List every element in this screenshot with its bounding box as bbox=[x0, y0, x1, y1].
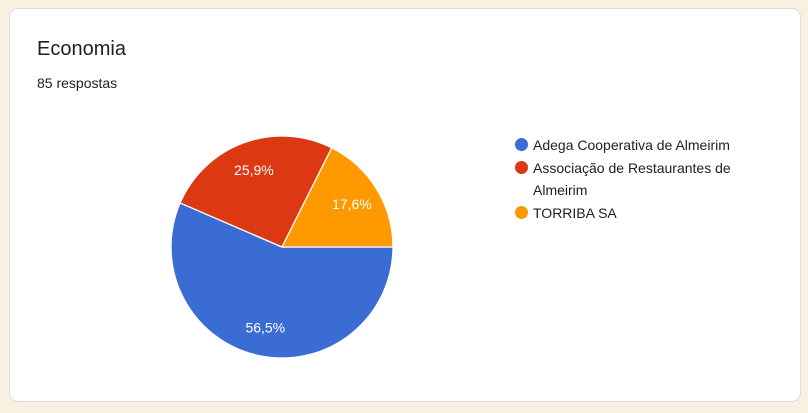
chart-legend: Adega Cooperativa de Almeirim Associação … bbox=[515, 134, 783, 224]
question-title: Economia bbox=[37, 38, 126, 60]
legend-item-label: Adega Cooperativa de Almeirim bbox=[533, 137, 730, 153]
pie-percent-label: 17,6% bbox=[332, 196, 372, 212]
response-summary-card: Economia 85 respostas 56,5% 25,9% 17,6% Ad… bbox=[9, 8, 801, 402]
legend-item: TORRIBA SA bbox=[515, 202, 783, 224]
pie-chart: 56,5% 25,9% 17,6% bbox=[170, 135, 394, 359]
legend-item-label: TORRIBA SA bbox=[533, 205, 617, 221]
response-count: 85 respostas bbox=[37, 75, 118, 91]
pie-percent-label: 25,9% bbox=[234, 162, 274, 178]
legend-dot-icon bbox=[515, 206, 528, 219]
legend-item: Associação de Restaurantes de Almeirim bbox=[515, 157, 783, 201]
legend-dot-icon bbox=[515, 138, 528, 151]
legend-item-label: Associação de Restaurantes de Almeirim bbox=[533, 160, 731, 198]
pie-slice-3[interactable] bbox=[281, 147, 394, 248]
legend-item: Adega Cooperativa de Almeirim bbox=[515, 134, 783, 156]
legend-dot-icon bbox=[515, 161, 528, 174]
pie-percent-label: 56,5% bbox=[245, 319, 285, 335]
pie-slice-1[interactable] bbox=[170, 202, 394, 359]
pie-slice-2[interactable] bbox=[179, 135, 333, 248]
